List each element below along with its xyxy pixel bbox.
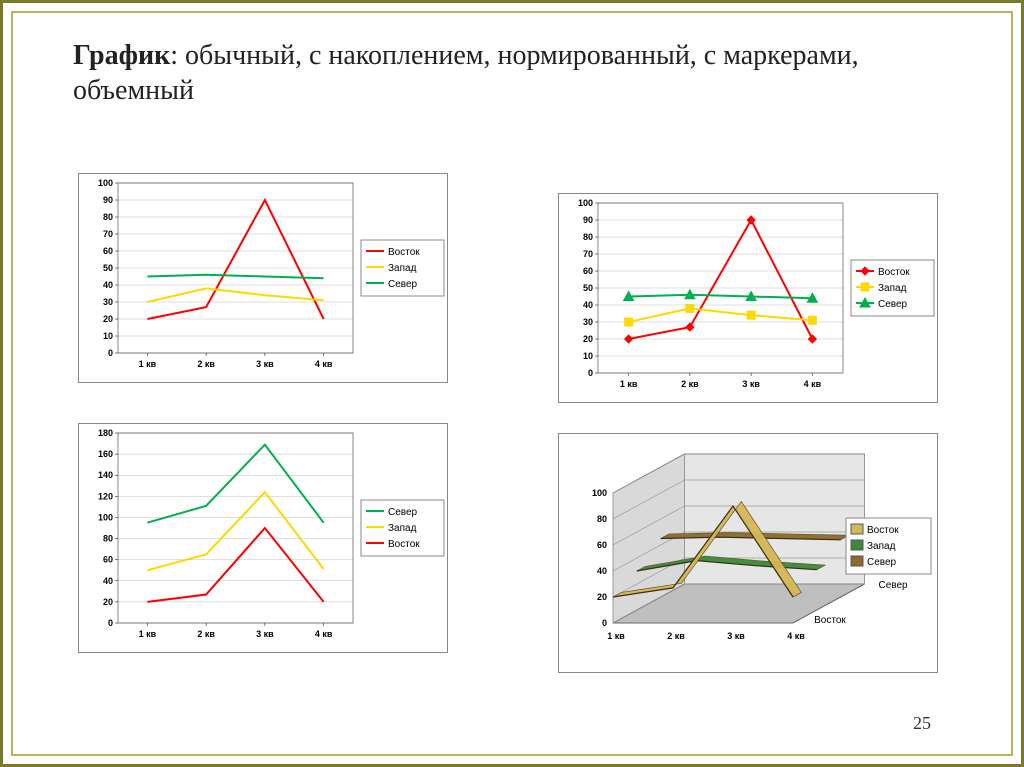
chart-line-stacked: 0 20 40 60 80 100 120 140 160 180 1 кв 2 кв 3 кв 4 кв… (78, 423, 448, 653)
svg-text:Запад: Запад (867, 541, 896, 552)
chart-line-markers: 0 10 20 30 40 50 60 70 80 90 100 1 кв 2 кв 3 кв 4 кв Во… (558, 193, 938, 403)
svg-text:20: 20 (103, 597, 113, 607)
svg-text:0: 0 (602, 618, 607, 628)
svg-text:60: 60 (103, 555, 113, 565)
svg-text:100: 100 (98, 178, 113, 188)
svg-text:100: 100 (592, 488, 607, 498)
svg-text:Восток: Восток (388, 247, 420, 258)
svg-text:4 кв: 4 кв (804, 379, 822, 389)
svg-text:Восток: Восток (814, 615, 846, 626)
svg-text:Запад: Запад (388, 263, 417, 274)
svg-text:2 кв: 2 кв (667, 631, 685, 641)
chart-line-basic: 0 10 20 30 40 50 60 70 80 90 100 1 кв 2 кв 3 кв 4 кв Во… (78, 173, 448, 383)
svg-text:40: 40 (103, 280, 113, 290)
svg-text:2 кв: 2 кв (197, 359, 215, 369)
svg-text:180: 180 (98, 428, 113, 438)
svg-text:90: 90 (583, 215, 593, 225)
svg-text:2 кв: 2 кв (197, 629, 215, 639)
svg-text:20: 20 (597, 592, 607, 602)
svg-text:50: 50 (583, 283, 593, 293)
svg-text:Север: Север (388, 279, 418, 290)
svg-text:20: 20 (583, 334, 593, 344)
svg-text:120: 120 (98, 491, 113, 501)
svg-text:Север: Север (879, 580, 909, 591)
svg-text:90: 90 (103, 195, 113, 205)
page-number: 25 (913, 713, 931, 734)
slide-title: График: обычный, с накоплением, нормиров… (73, 38, 951, 108)
svg-text:80: 80 (103, 534, 113, 544)
svg-text:1 кв: 1 кв (607, 631, 625, 641)
svg-text:Восток: Восток (878, 267, 910, 278)
svg-text:30: 30 (103, 297, 113, 307)
svg-text:3 кв: 3 кв (256, 359, 274, 369)
svg-text:60: 60 (597, 540, 607, 550)
svg-text:3 кв: 3 кв (256, 629, 274, 639)
svg-text:4 кв: 4 кв (787, 631, 805, 641)
svg-text:70: 70 (103, 229, 113, 239)
svg-text:Север: Север (878, 299, 908, 310)
chart-3d-line: 0 20 40 60 80 100 1 кв 2 кв 3 кв 4 кв Север Восток В… (558, 433, 938, 673)
svg-text:3 кв: 3 кв (727, 631, 745, 641)
svg-text:40: 40 (103, 576, 113, 586)
svg-text:4 кв: 4 кв (315, 359, 333, 369)
slide: График: обычный, с накоплением, нормиров… (0, 0, 1024, 767)
title-bold: График (73, 40, 170, 71)
svg-text:1 кв: 1 кв (620, 379, 638, 389)
svg-text:0: 0 (588, 368, 593, 378)
svg-text:1 кв: 1 кв (139, 359, 157, 369)
svg-text:80: 80 (103, 212, 113, 222)
svg-text:50: 50 (103, 263, 113, 273)
title-rest: : обычный, с накоплением, нормированный,… (73, 40, 859, 106)
svg-text:3 кв: 3 кв (742, 379, 760, 389)
svg-text:70: 70 (583, 249, 593, 259)
svg-text:Восток: Восток (867, 525, 899, 536)
svg-text:0: 0 (108, 348, 113, 358)
svg-text:160: 160 (98, 449, 113, 459)
svg-text:40: 40 (583, 300, 593, 310)
svg-text:Север: Север (867, 557, 897, 568)
svg-text:100: 100 (578, 198, 593, 208)
svg-text:4 кв: 4 кв (315, 629, 333, 639)
svg-text:140: 140 (98, 470, 113, 480)
svg-text:Запад: Запад (878, 283, 907, 294)
svg-text:40: 40 (597, 566, 607, 576)
svg-text:60: 60 (583, 266, 593, 276)
svg-text:2 кв: 2 кв (681, 379, 699, 389)
svg-text:10: 10 (583, 351, 593, 361)
svg-text:20: 20 (103, 314, 113, 324)
svg-text:60: 60 (103, 246, 113, 256)
svg-text:0: 0 (108, 618, 113, 628)
svg-text:Запад: Запад (388, 523, 417, 534)
svg-text:100: 100 (98, 512, 113, 522)
svg-text:1 кв: 1 кв (139, 629, 157, 639)
svg-text:Север: Север (388, 507, 418, 518)
svg-text:80: 80 (597, 514, 607, 524)
svg-text:10: 10 (103, 331, 113, 341)
svg-text:Восток: Восток (388, 539, 420, 550)
svg-text:30: 30 (583, 317, 593, 327)
svg-text:80: 80 (583, 232, 593, 242)
